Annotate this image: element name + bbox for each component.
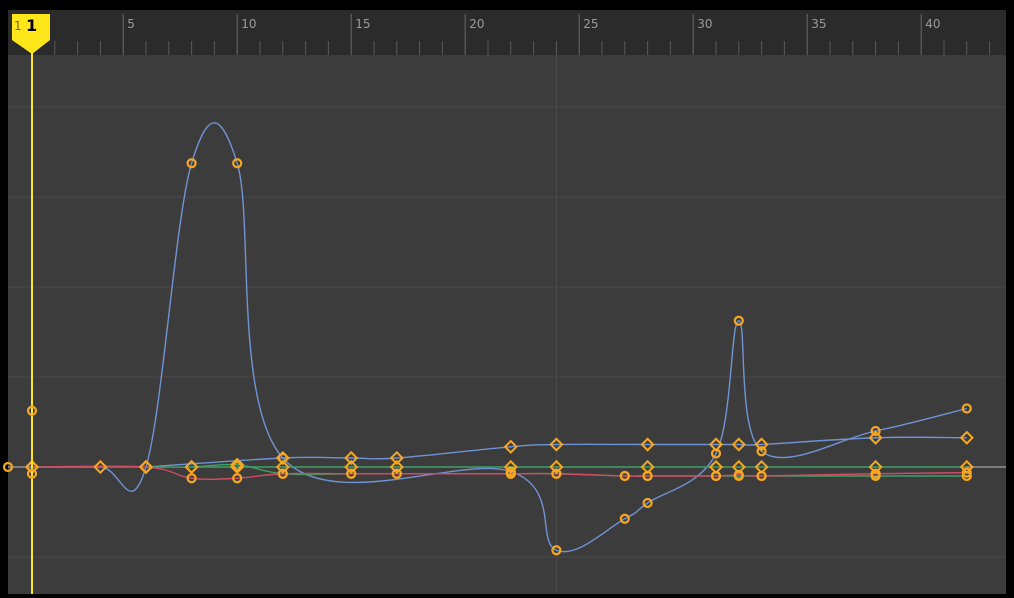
green-curve-diamond-keyframe[interactable] [230,457,245,472]
ruler-frame-label: 25 [583,17,598,31]
ruler-frame-label: 40 [925,17,940,31]
curve-canvas[interactable] [8,55,1006,594]
red-curve-circle-keyframe[interactable] [619,470,630,482]
flat-channel-curve-diamond-keyframe[interactable] [230,459,245,475]
flat-channel-curve-diamond-keyframe[interactable] [959,459,974,475]
ruler-frame-label: 5 [127,17,135,31]
blue-rotation-curve-diamond-keyframe[interactable] [708,437,724,452]
blue-rotation-curve-diamond-keyframe[interactable] [754,437,769,452]
red-curve-circle-keyframe[interactable] [186,473,197,484]
red-curve[interactable] [31,465,967,481]
flat-channel-curve-diamond-keyframe[interactable] [754,459,769,475]
blue-position-curve-diamond-keyframe[interactable] [93,459,108,475]
blue-rotation-curve-diamond-keyframe[interactable] [868,430,883,445]
ruler-canvas[interactable]: 5 10 15 20 25 30 35 40 [8,10,1006,55]
blue-position-curve[interactable] [32,122,967,553]
blue-rotation-curve-diamond-keyframe[interactable] [503,439,518,454]
flat-channel-curve-diamond-keyframe[interactable] [640,459,655,475]
red-curve-circle-keyframe[interactable] [870,468,881,479]
red-curve-circle-keyframe[interactable] [391,468,402,479]
blue-rotation-curve-diamond-keyframe[interactable] [344,450,359,466]
blue-position-curve-circle-keyframe[interactable] [232,158,243,169]
ruler-frame-label: 15 [355,17,370,31]
flat-channel-curve-diamond-keyframe[interactable] [275,459,290,475]
flat-channel-curve-diamond-keyframe[interactable] [868,459,883,475]
red-curve-circle-keyframe[interactable] [961,467,972,478]
blue-rotation-curve[interactable] [145,436,967,468]
ruler-frame-label: 10 [241,17,256,31]
blue-rotation-curve-diamond-keyframe[interactable] [959,430,974,445]
blue-rotation-curve-diamond-keyframe[interactable] [549,437,564,452]
blue-position-curve-circle-keyframe[interactable] [870,425,881,437]
red-curve-circle-keyframe[interactable] [505,468,516,479]
red-curve-circle-keyframe[interactable] [232,473,243,484]
timeline-ruler[interactable]: 5 10 15 20 25 30 35 40 [8,10,1006,55]
blue-position-curve-circle-keyframe[interactable] [733,315,744,326]
ruler-frame-label: 30 [697,17,712,31]
flat-channel-curve-diamond-keyframe[interactable] [708,459,724,475]
flat-channel-curve-diamond-keyframe[interactable] [389,459,404,475]
red-curve-diamond-keyframe[interactable] [138,459,154,475]
red-curve-circle-keyframe[interactable] [346,468,357,479]
red-curve-circle-keyframe[interactable] [551,468,562,479]
blue-rotation-curve-diamond-keyframe[interactable] [731,437,746,452]
blue-position-curve-circle-keyframe[interactable] [642,497,653,509]
red-curve-circle-keyframe[interactable] [733,469,744,480]
blue-rotation-curve-diamond-keyframe[interactable] [389,450,404,466]
flat-channel-curve-diamond-keyframe[interactable] [344,459,359,475]
ruler-frame-label: 20 [469,17,484,31]
blue-position-curve-circle-keyframe[interactable] [186,158,197,169]
blue-position-curve-circle-keyframe[interactable] [756,446,767,457]
curve-graph-area[interactable] [8,55,1006,594]
flat-channel-curve-diamond-keyframe[interactable] [503,459,518,475]
keyframe-layer [24,158,974,556]
red-curve-circle-keyframe[interactable] [277,468,288,479]
grid-lines [8,55,1006,594]
blue-position-curve-circle-keyframe[interactable] [961,403,972,414]
blue-position-curve-circle-keyframe[interactable] [619,513,630,524]
flat-channel-curve-diamond-keyframe[interactable] [184,459,199,475]
blue-position-curve-circle-keyframe[interactable] [551,545,562,556]
flat-channel-curve-diamond-keyframe[interactable] [549,459,564,475]
blue-rotation-curve-diamond-keyframe[interactable] [275,450,290,466]
flat-channel-curve-diamond-keyframe[interactable] [731,459,746,475]
ruler-frame-label: 35 [811,17,826,31]
curve-layer [31,122,967,553]
blue-rotation-curve-diamond-keyframe[interactable] [640,437,655,452]
